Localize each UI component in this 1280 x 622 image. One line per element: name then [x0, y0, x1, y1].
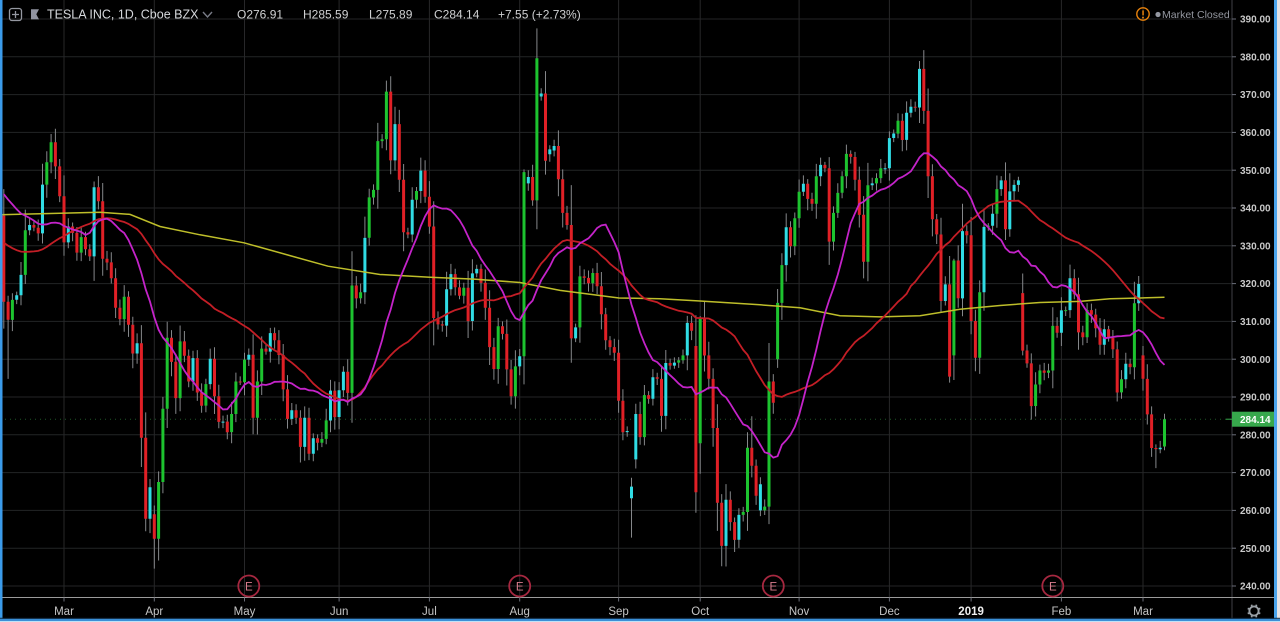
- svg-text:240.00: 240.00: [1240, 582, 1271, 593]
- svg-text:Mar: Mar: [1133, 606, 1153, 618]
- svg-text:Dec: Dec: [879, 606, 900, 618]
- svg-text:290.00: 290.00: [1240, 393, 1271, 404]
- svg-text:Jun: Jun: [330, 606, 349, 618]
- svg-text:Feb: Feb: [1051, 606, 1071, 618]
- svg-text:300.00: 300.00: [1240, 355, 1271, 366]
- svg-text:330.00: 330.00: [1240, 241, 1271, 252]
- svg-text:260.00: 260.00: [1240, 506, 1271, 517]
- svg-text:Nov: Nov: [789, 606, 810, 618]
- svg-text:390.00: 390.00: [1240, 15, 1271, 26]
- svg-text:Sep: Sep: [608, 606, 628, 618]
- svg-text:340.00: 340.00: [1240, 204, 1271, 215]
- svg-text:Aug: Aug: [509, 606, 529, 618]
- svg-text:2019: 2019: [958, 606, 984, 618]
- svg-text:E: E: [245, 582, 253, 594]
- svg-text:May: May: [234, 606, 256, 618]
- svg-text:Oct: Oct: [691, 606, 710, 618]
- svg-text:Apr: Apr: [145, 606, 163, 618]
- svg-text:370.00: 370.00: [1240, 90, 1271, 101]
- svg-text:280.00: 280.00: [1240, 430, 1271, 441]
- svg-text:TESLA INC, 1D, Cboe BZX: TESLA INC, 1D, Cboe BZX: [47, 8, 199, 22]
- svg-text:310.00: 310.00: [1240, 317, 1271, 328]
- svg-text:E: E: [516, 582, 524, 594]
- svg-text:Market Closed: Market Closed: [1162, 9, 1230, 21]
- svg-text:Jul: Jul: [422, 606, 437, 618]
- svg-text:320.00: 320.00: [1240, 279, 1271, 290]
- svg-text:E: E: [769, 582, 777, 594]
- svg-text:E: E: [1049, 582, 1057, 594]
- svg-text:284.14: 284.14: [1240, 415, 1271, 426]
- svg-text:Mar: Mar: [54, 606, 74, 618]
- svg-text:360.00: 360.00: [1240, 128, 1271, 139]
- svg-text:380.00: 380.00: [1240, 52, 1271, 63]
- svg-text:270.00: 270.00: [1240, 468, 1271, 479]
- svg-text:350.00: 350.00: [1240, 166, 1271, 177]
- svg-text:250.00: 250.00: [1240, 544, 1271, 555]
